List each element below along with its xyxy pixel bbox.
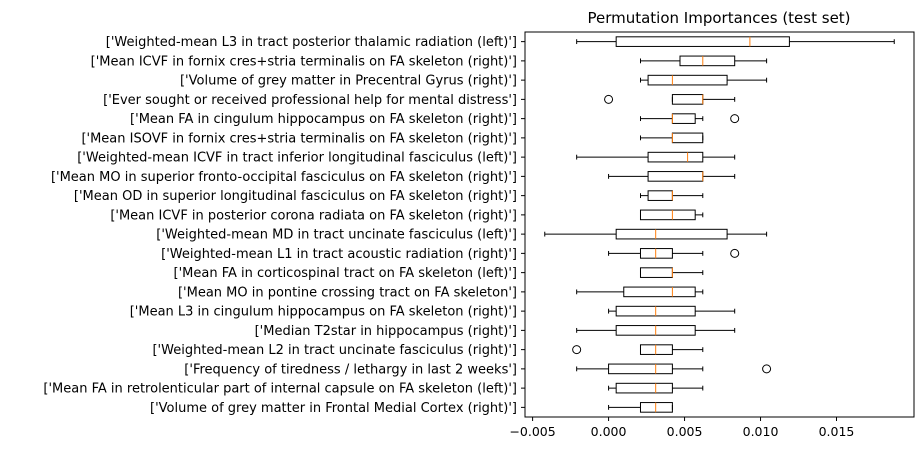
y-tick-label: ['Mean ICVF in posterior corona radiata … — [110, 208, 517, 223]
y-tick-label: ['Ever sought or received professional h… — [103, 93, 517, 108]
y-tick-label: ['Mean ICVF in fornix cres+stria termina… — [91, 54, 517, 69]
x-tick-label: −0.005 — [509, 424, 555, 439]
iqr-box — [615, 382, 673, 394]
outlier-point — [604, 94, 614, 104]
x-tick-label: 0.010 — [743, 424, 779, 439]
y-tick-label: ['Weighted-mean ICVF in tract inferior l… — [77, 151, 517, 166]
y-tick-label: ['Volume of grey matter in Frontal Media… — [150, 401, 517, 416]
y-tick-label: ['Mean OD in superior longitudinal fasci… — [74, 189, 517, 204]
y-tick-label: ['Mean MO in superior fronto-occipital f… — [51, 170, 517, 185]
y-tick-label: ['Mean FA in cingulum hippocampus on FA … — [130, 112, 517, 127]
iqr-box — [639, 248, 673, 259]
outlier-point — [730, 248, 740, 258]
iqr-box — [639, 209, 696, 221]
y-tick-label: ['Mean MO in pontine crossing tract on F… — [178, 285, 517, 300]
y-tick-label: ['Mean FA in retrolenticular part of int… — [43, 382, 517, 397]
y-tick-label: ['Volume of grey matter in Precentral Gy… — [180, 74, 517, 89]
y-tick-label: ['Weighted-mean MD in tract uncinate fas… — [156, 228, 517, 243]
iqr-box — [639, 402, 673, 413]
y-tick-label: ['Mean FA in corticospinal tract on FA s… — [174, 266, 517, 281]
axes-frame — [524, 31, 915, 418]
x-tick-label: 0.015 — [819, 424, 855, 439]
y-tick-label: ['Frequency of tiredness / lethargy in l… — [184, 362, 517, 377]
plot-area: ['Weighted-mean L3 in tract posterior th… — [43, 31, 915, 439]
outlier-point — [762, 364, 772, 374]
iqr-box — [679, 55, 736, 67]
y-tick-label: ['Median T2star in hippocampus (right)'] — [255, 324, 517, 339]
iqr-box — [615, 228, 728, 240]
y-tick-label: ['Weighted-mean L2 in tract uncinate fas… — [152, 343, 517, 358]
iqr-box — [615, 36, 790, 47]
x-tick-label: 0.005 — [667, 424, 703, 439]
x-tick-label: 0.000 — [591, 424, 627, 439]
iqr-box — [647, 74, 728, 86]
iqr-box — [608, 363, 673, 375]
y-tick-label: ['Mean ISOVF in fornix cres+stria termin… — [81, 131, 517, 146]
iqr-box — [639, 344, 673, 355]
outlier-point — [730, 114, 740, 124]
outlier-point — [572, 345, 582, 355]
chart-title: Permutation Importances (test set) — [587, 9, 850, 27]
y-tick-label: ['Weighted-mean L3 in tract posterior th… — [106, 35, 517, 50]
iqr-box — [647, 151, 704, 163]
iqr-box — [623, 286, 696, 298]
y-tick-label: ['Mean L3 in cingulum hippocampus on FA … — [130, 305, 517, 320]
y-tick-label: ['Weighted-mean L1 in tract acoustic rad… — [161, 247, 517, 262]
